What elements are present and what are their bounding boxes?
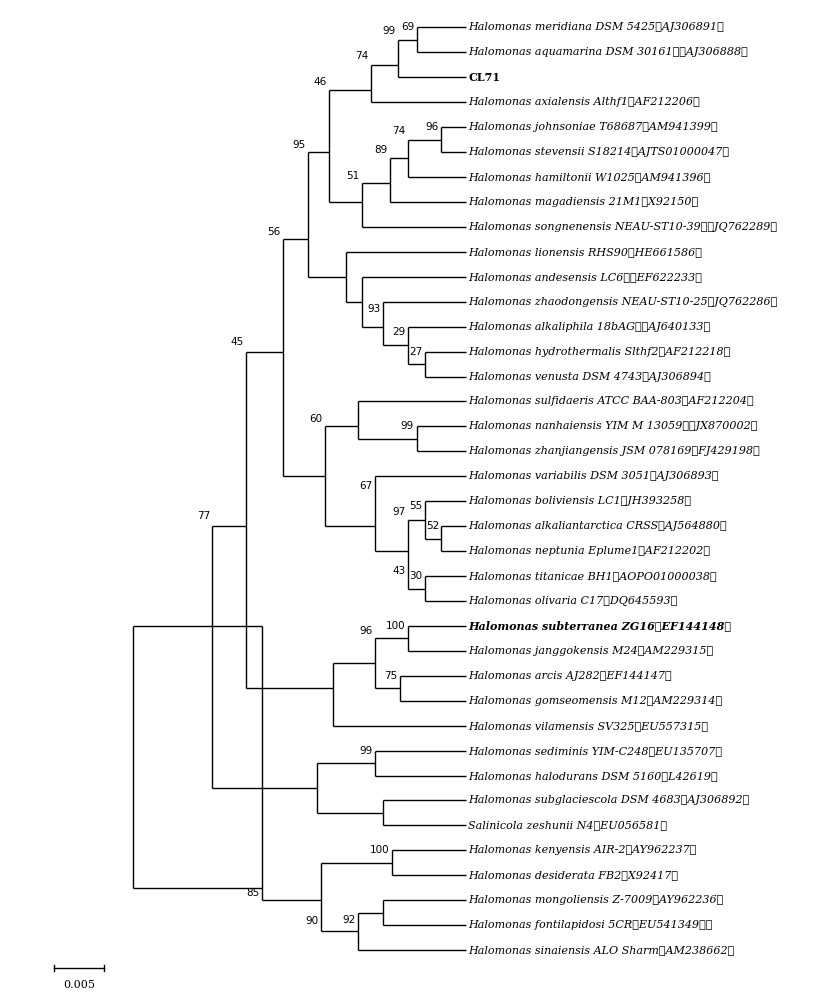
Text: 89: 89 [374, 145, 387, 155]
Text: 0.005: 0.005 [63, 980, 95, 990]
Text: 96: 96 [359, 626, 372, 636]
Text: Halomonas olivaria C17（DQ645593）: Halomonas olivaria C17（DQ645593） [468, 596, 677, 606]
Text: 92: 92 [342, 915, 356, 925]
Text: Halomonas meridiana DSM 5425（AJ306891）: Halomonas meridiana DSM 5425（AJ306891） [468, 22, 724, 32]
Text: 51: 51 [347, 171, 360, 181]
Text: Halomonas zhanjiangensis JSM 078169（FJ429198）: Halomonas zhanjiangensis JSM 078169（FJ42… [468, 446, 760, 456]
Text: Halomonas boliviensis LC1（JH393258）: Halomonas boliviensis LC1（JH393258） [468, 496, 691, 506]
Text: 75: 75 [384, 671, 397, 681]
Text: 96: 96 [426, 122, 439, 132]
Text: Halomonas zhaodongensis NEAU-ST10-25（JQ762286）: Halomonas zhaodongensis NEAU-ST10-25（JQ7… [468, 297, 777, 307]
Text: Halomonas arcis AJ282（EF144147）: Halomonas arcis AJ282（EF144147） [468, 671, 671, 681]
Text: 77: 77 [197, 511, 210, 521]
Text: 67: 67 [359, 481, 372, 491]
Text: Halomonas sinaiensis ALO Sharm（AM238662）: Halomonas sinaiensis ALO Sharm（AM238662） [468, 945, 735, 955]
Text: Halomonas aquamarina DSM 30161　（AJ306888）: Halomonas aquamarina DSM 30161 （AJ306888… [468, 47, 748, 57]
Text: Halomonas neptunia Eplume1（AF212202）: Halomonas neptunia Eplume1（AF212202） [468, 546, 711, 556]
Text: Halomonas subglaciescola DSM 4683（AJ306892）: Halomonas subglaciescola DSM 4683（AJ3068… [468, 795, 750, 805]
Text: Halomonas kenyensis AIR-2（AY962237）: Halomonas kenyensis AIR-2（AY962237） [468, 845, 696, 855]
Text: 55: 55 [409, 501, 422, 511]
Text: 99: 99 [359, 746, 372, 756]
Text: 90: 90 [305, 916, 318, 926]
Text: 93: 93 [367, 304, 381, 314]
Text: Halomonas alkaliantarctica CRSS（AJ564880）: Halomonas alkaliantarctica CRSS（AJ564880… [468, 521, 726, 531]
Text: 74: 74 [392, 126, 406, 136]
Text: 27: 27 [409, 347, 422, 357]
Text: 60: 60 [309, 414, 322, 424]
Text: Halomonas sulfidaeris ATCC BAA-803（AF212204）: Halomonas sulfidaeris ATCC BAA-803（AF212… [468, 396, 754, 406]
Text: Halomonas subterranea ZG16（EF144148）: Halomonas subterranea ZG16（EF144148） [468, 620, 731, 631]
Text: Halomonas vilamensis SV325（EU557315）: Halomonas vilamensis SV325（EU557315） [468, 721, 708, 731]
Text: 43: 43 [392, 566, 406, 576]
Text: 99: 99 [382, 26, 396, 36]
Text: Halomonas gomseomensis M12（AM229314）: Halomonas gomseomensis M12（AM229314） [468, 696, 722, 706]
Text: 69: 69 [401, 22, 414, 32]
Text: Halomonas andesensis LC6　（EF622233）: Halomonas andesensis LC6 （EF622233） [468, 272, 702, 282]
Text: 74: 74 [355, 51, 368, 61]
Text: 56: 56 [267, 227, 281, 237]
Text: Halomonas mongoliensis Z-7009（AY962236）: Halomonas mongoliensis Z-7009（AY962236） [468, 895, 723, 905]
Text: Halomonas songnenensis NEAU-ST10-39　（JQ762289）: Halomonas songnenensis NEAU-ST10-39 （JQ7… [468, 222, 777, 232]
Text: 99: 99 [401, 421, 414, 431]
Text: 85: 85 [247, 888, 260, 898]
Text: Salinicola zeshunii N4（EU056581）: Salinicola zeshunii N4（EU056581） [468, 820, 667, 830]
Text: 46: 46 [313, 77, 327, 87]
Text: Halomonas halodurans DSM 5160（L42619）: Halomonas halodurans DSM 5160（L42619） [468, 771, 718, 781]
Text: Halomonas lionensis RHS90（HE661586）: Halomonas lionensis RHS90（HE661586） [468, 247, 702, 257]
Text: 45: 45 [230, 337, 243, 347]
Text: Halomonas venusta DSM 4743（AJ306894）: Halomonas venusta DSM 4743（AJ306894） [468, 372, 711, 382]
Text: Halomonas janggokensis M24（AM229315）: Halomonas janggokensis M24（AM229315） [468, 646, 713, 656]
Text: 100: 100 [369, 845, 389, 855]
Text: 95: 95 [292, 140, 306, 150]
Text: 100: 100 [386, 621, 406, 631]
Text: Halomonas titanicae BH1（AOPO01000038）: Halomonas titanicae BH1（AOPO01000038） [468, 571, 716, 581]
Text: Halomonas fontilapidosi 5CR（EU541349　）: Halomonas fontilapidosi 5CR（EU541349 ） [468, 920, 712, 930]
Text: Halomonas hamiltonii W1025（AM941396）: Halomonas hamiltonii W1025（AM941396） [468, 172, 711, 182]
Text: Halomonas nanhaiensis YIM M 13059　（JX870002）: Halomonas nanhaiensis YIM M 13059 （JX870… [468, 421, 757, 431]
Text: 97: 97 [392, 507, 406, 517]
Text: 30: 30 [409, 571, 422, 581]
Text: 52: 52 [426, 521, 439, 531]
Text: Halomonas variabilis DSM 3051（AJ306893）: Halomonas variabilis DSM 3051（AJ306893） [468, 471, 719, 481]
Text: Halomonas magadiensis 21M1（X92150）: Halomonas magadiensis 21M1（X92150） [468, 197, 698, 207]
Text: Halomonas axialensis Althf1（AF212206）: Halomonas axialensis Althf1（AF212206） [468, 97, 700, 107]
Text: Halomonas johnsoniae T68687（AM941399）: Halomonas johnsoniae T68687（AM941399） [468, 122, 718, 132]
Text: Halomonas alkaliphila 18bAG　（AJ640133）: Halomonas alkaliphila 18bAG （AJ640133） [468, 322, 711, 332]
Text: Halomonas desiderata FB2（X92417）: Halomonas desiderata FB2（X92417） [468, 870, 678, 880]
Text: Halomonas hydrothermalis Slthf2（AF212218）: Halomonas hydrothermalis Slthf2（AF212218… [468, 347, 731, 357]
Text: Halomonas stevensii S18214（AJTS01000047）: Halomonas stevensii S18214（AJTS01000047） [468, 147, 729, 157]
Text: 29: 29 [392, 327, 406, 337]
Text: CL71: CL71 [468, 72, 500, 83]
Text: Halomonas sediminis YIM-C248（EU135707）: Halomonas sediminis YIM-C248（EU135707） [468, 746, 722, 756]
